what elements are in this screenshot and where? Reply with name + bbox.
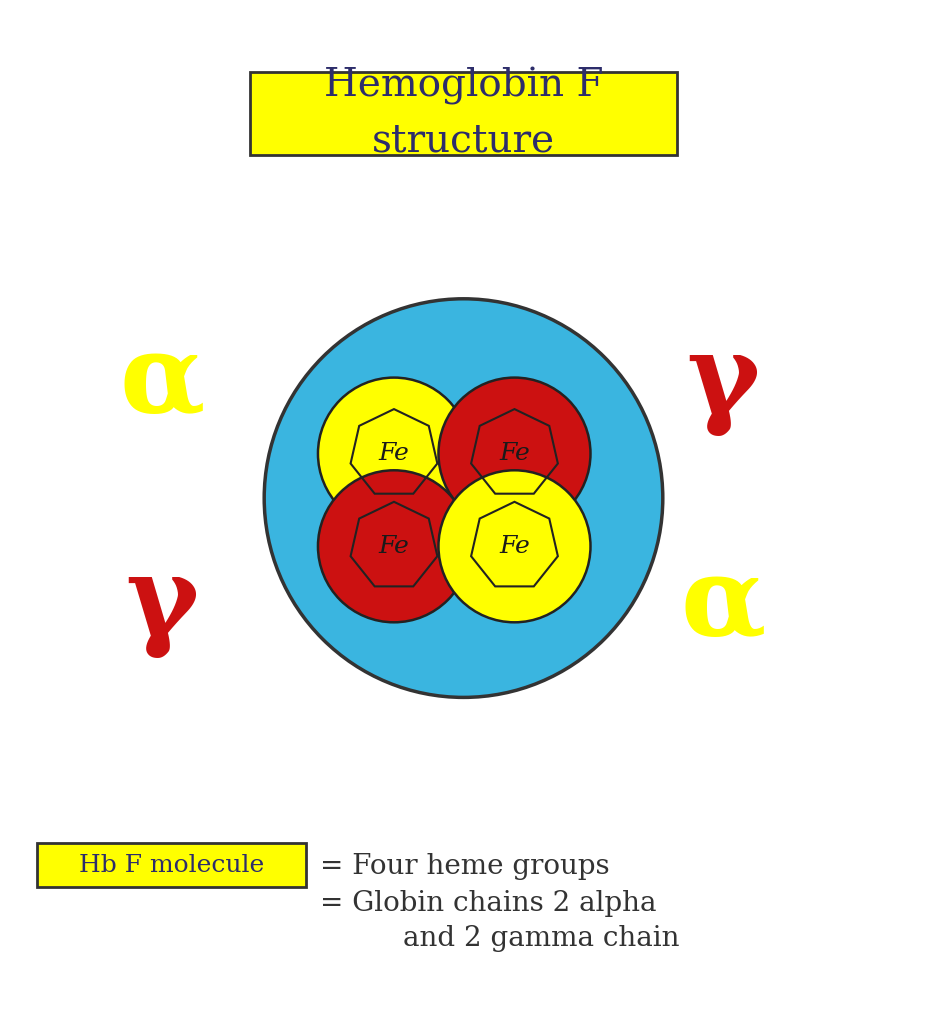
Text: α: α bbox=[680, 551, 766, 658]
Text: α: α bbox=[120, 329, 205, 436]
Text: = Four heme groups: = Four heme groups bbox=[320, 853, 609, 880]
Circle shape bbox=[264, 299, 663, 697]
Text: and 2 gamma chain: and 2 gamma chain bbox=[403, 925, 679, 952]
Circle shape bbox=[318, 378, 470, 529]
Text: Fe: Fe bbox=[378, 442, 410, 465]
Text: γ: γ bbox=[125, 551, 199, 658]
Circle shape bbox=[438, 378, 590, 529]
Text: γ: γ bbox=[686, 329, 760, 436]
Text: Hb F molecule: Hb F molecule bbox=[79, 854, 264, 877]
Text: Fe: Fe bbox=[499, 442, 530, 465]
Text: = Globin chains 2 alpha: = Globin chains 2 alpha bbox=[320, 890, 656, 916]
FancyBboxPatch shape bbox=[37, 843, 306, 888]
Text: Hemoglobin F
structure: Hemoglobin F structure bbox=[324, 68, 603, 160]
Circle shape bbox=[318, 470, 470, 623]
FancyBboxPatch shape bbox=[250, 72, 677, 155]
Text: Fe: Fe bbox=[499, 535, 530, 558]
Circle shape bbox=[438, 470, 590, 623]
Text: Fe: Fe bbox=[378, 535, 410, 558]
